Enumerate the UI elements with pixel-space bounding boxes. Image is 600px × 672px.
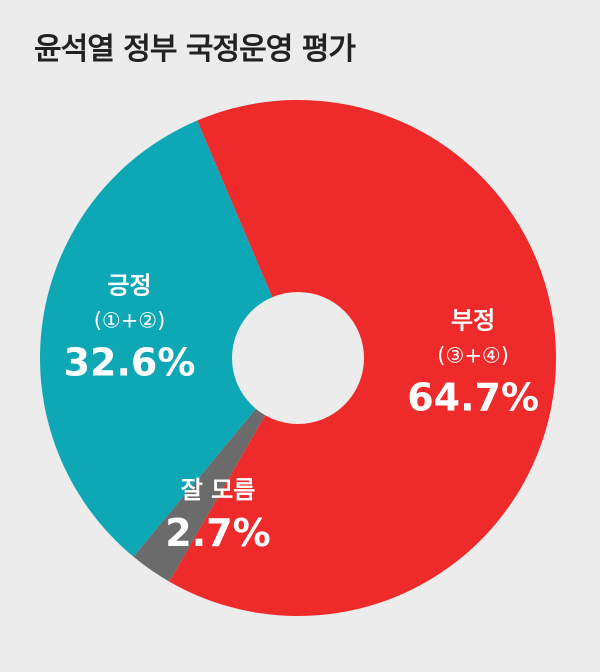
pie-slice-3 — [39, 120, 298, 557]
slice-value-label-3: 32.6% — [64, 340, 196, 384]
donut-hole — [232, 292, 364, 424]
slice-label-3: 긍정 — [107, 271, 151, 299]
slice-value-label-2: 2.7% — [165, 511, 270, 555]
slice-label-2: 잘 모름 — [181, 476, 256, 504]
slice-labels: 부정 (③+④) 64.7% 잘 모름 2.7% 긍정 (①+②) 32.6% — [64, 271, 539, 555]
slice-value-label-1: 64.7% — [407, 376, 539, 420]
chart-title: 윤석열 정부 국정운영 평가 — [34, 32, 356, 67]
slice-sublabel-3: (①+②) — [94, 308, 166, 332]
pie-slice-2 — [133, 358, 298, 582]
slice-sublabel-1: (③+④) — [437, 344, 509, 368]
slice-label-1: 부정 — [451, 307, 495, 335]
